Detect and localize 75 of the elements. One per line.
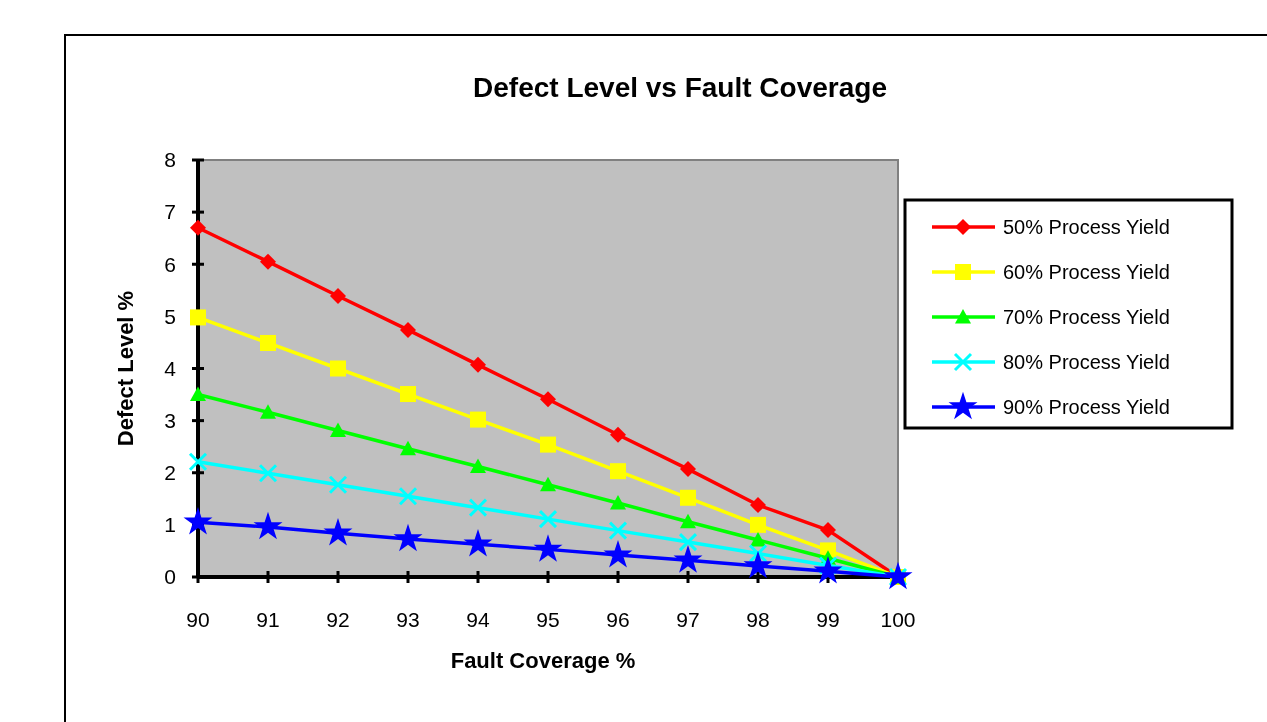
x-tick-label: 93 bbox=[396, 608, 420, 631]
point bbox=[470, 356, 486, 373]
x-axis-title: Fault Coverage % bbox=[450, 648, 636, 673]
point bbox=[540, 476, 556, 492]
point bbox=[328, 475, 348, 495]
legend-label: 80% Process Yield bbox=[1003, 351, 1170, 373]
point bbox=[260, 334, 276, 351]
point bbox=[468, 498, 488, 518]
point bbox=[538, 509, 558, 529]
point bbox=[610, 463, 626, 480]
point bbox=[540, 436, 556, 453]
point bbox=[330, 288, 346, 305]
y-tick-label: 6 bbox=[164, 252, 176, 276]
point bbox=[673, 545, 703, 573]
point bbox=[190, 219, 206, 236]
x-tick-label: 94 bbox=[466, 608, 490, 631]
point bbox=[680, 489, 696, 506]
legend-label: 70% Process Yield bbox=[1003, 306, 1170, 328]
point bbox=[400, 440, 416, 456]
point bbox=[463, 528, 493, 557]
point bbox=[820, 522, 836, 539]
y-tick-label: 1 bbox=[164, 513, 176, 537]
point bbox=[253, 511, 283, 540]
x-tick-label: 97 bbox=[676, 608, 700, 631]
x-tick-label: 96 bbox=[606, 608, 630, 631]
y-tick-label: 5 bbox=[164, 304, 176, 328]
point bbox=[743, 550, 773, 579]
point bbox=[883, 561, 913, 590]
point bbox=[680, 461, 696, 478]
chart-title: Defect Level vs Fault Coverage bbox=[473, 72, 887, 103]
x-tick-label: 99 bbox=[816, 608, 840, 631]
point bbox=[258, 463, 278, 483]
point bbox=[470, 411, 486, 428]
point bbox=[533, 534, 563, 562]
point bbox=[183, 507, 213, 535]
legend-label: 90% Process Yield bbox=[1003, 396, 1170, 418]
x-tick-label: 91 bbox=[256, 608, 280, 631]
point bbox=[610, 426, 626, 443]
point bbox=[813, 556, 843, 584]
point bbox=[393, 523, 423, 552]
point bbox=[750, 531, 766, 547]
legend-label: 60% Process Yield bbox=[1003, 261, 1170, 283]
y-tick-label: 3 bbox=[164, 408, 176, 432]
y-tick-label: 2 bbox=[164, 461, 176, 485]
point bbox=[540, 391, 556, 408]
point bbox=[190, 386, 206, 401]
point bbox=[260, 404, 276, 419]
x-tick-label: 100 bbox=[880, 608, 916, 631]
point bbox=[330, 360, 346, 377]
point bbox=[608, 521, 628, 541]
point bbox=[330, 422, 346, 437]
point bbox=[603, 539, 633, 568]
point bbox=[260, 253, 276, 270]
y-tick-label: 8 bbox=[164, 148, 176, 172]
y-axis-title: Defect Level % bbox=[113, 290, 138, 447]
x-tick-label: 95 bbox=[536, 608, 560, 631]
point bbox=[400, 321, 416, 338]
point bbox=[470, 458, 486, 473]
point bbox=[610, 494, 626, 510]
point bbox=[188, 452, 208, 472]
y-tick-label: 0 bbox=[164, 565, 176, 589]
point bbox=[398, 486, 418, 506]
point bbox=[190, 309, 206, 326]
point bbox=[323, 518, 353, 546]
y-tick-label: 4 bbox=[164, 356, 177, 380]
point bbox=[400, 386, 416, 403]
x-tick-label: 92 bbox=[326, 608, 350, 631]
point bbox=[750, 497, 766, 514]
x-tick-label: 98 bbox=[746, 608, 770, 631]
point bbox=[680, 513, 696, 529]
point bbox=[678, 532, 698, 552]
legend-label: 50% Process Yield bbox=[1003, 216, 1170, 238]
point bbox=[750, 516, 766, 533]
y-tick-label: 7 bbox=[164, 200, 176, 224]
x-tick-label: 90 bbox=[186, 608, 210, 631]
